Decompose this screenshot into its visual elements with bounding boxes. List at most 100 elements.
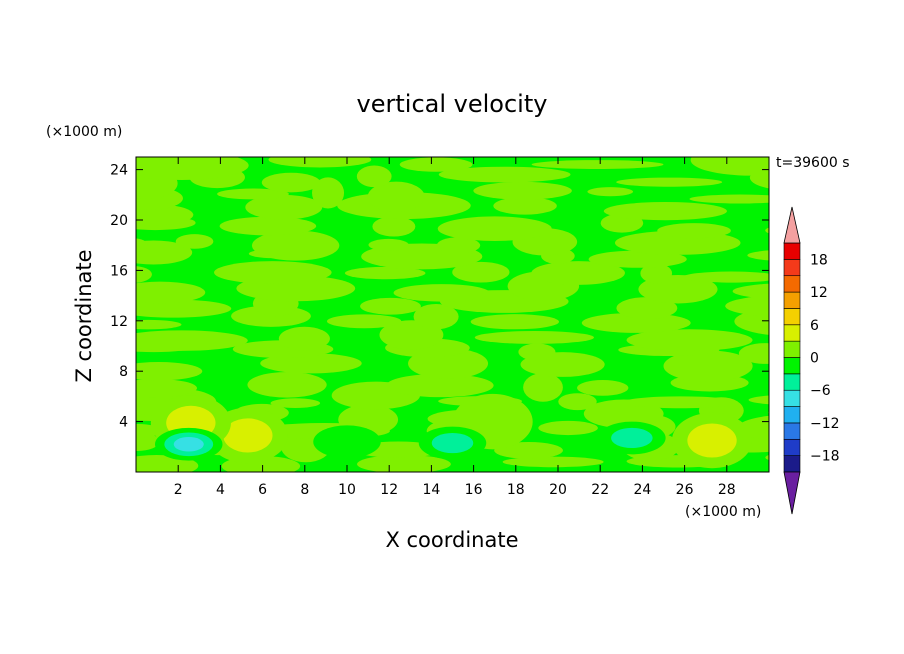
y-axis: 4 8 12 16 20 24 — [110, 163, 769, 431]
field-band — [326, 314, 402, 329]
field-band — [386, 373, 494, 398]
field-band — [278, 326, 330, 351]
field-band — [616, 177, 723, 187]
contour-field — [136, 157, 829, 472]
field-band — [438, 166, 571, 183]
colorbar-band — [783, 324, 801, 342]
y-tick-label: 16 — [110, 263, 128, 279]
x-tick-label: 10 — [338, 482, 356, 498]
feature-downdraft-4 — [173, 437, 204, 452]
colorbar-extend-min — [783, 471, 801, 515]
field-band — [502, 456, 604, 468]
x-tick-label: 16 — [465, 482, 483, 498]
colorbar-extend-max — [783, 206, 801, 244]
feature-updraft-1 — [223, 418, 273, 453]
field-band — [136, 240, 193, 265]
field-band — [779, 196, 829, 223]
colorbar-band — [783, 357, 801, 375]
field-band — [518, 343, 556, 361]
field-band — [136, 281, 206, 304]
colorbar-band — [783, 308, 801, 326]
feature-updraft-0 — [687, 423, 737, 458]
field-band — [616, 297, 678, 320]
field-band — [747, 250, 769, 261]
field-band — [399, 157, 473, 172]
x-tick-label: 24 — [633, 482, 651, 498]
field-band — [175, 234, 214, 249]
y-tick-label: 4 — [119, 415, 128, 431]
x-tick-label: 28 — [718, 482, 736, 498]
field-band — [765, 454, 769, 461]
field-band — [372, 216, 416, 237]
field-band — [452, 261, 510, 283]
colorbar-band — [783, 259, 801, 277]
x-axis: 2 4 6 8 10 12 14 16 18 20 22 24 26 28 — [174, 157, 736, 498]
x-tick-label: 18 — [507, 482, 525, 498]
y-tick-label: 20 — [110, 213, 128, 229]
colorbar-band — [783, 389, 801, 407]
field-band — [558, 393, 597, 411]
field-band — [136, 379, 197, 398]
field-band — [577, 380, 629, 396]
field-band — [626, 329, 753, 351]
feature-downdraft-5 — [611, 427, 653, 449]
field-band — [531, 160, 664, 169]
field-band — [622, 396, 738, 409]
field-band — [368, 238, 409, 252]
field-band — [603, 201, 727, 221]
field-band — [737, 415, 769, 441]
field-band — [588, 250, 687, 268]
field-band — [261, 172, 321, 193]
field-band — [748, 395, 769, 405]
field-band — [393, 284, 490, 302]
field-band — [214, 261, 332, 284]
colorbar-band — [783, 275, 801, 293]
field-band — [470, 314, 559, 330]
y-axis-label: Z coordinate — [72, 249, 96, 382]
y-tick-label: 8 — [119, 364, 128, 380]
feature-downdraft-6 — [431, 432, 474, 454]
colorbar-band — [783, 291, 801, 309]
y-tick-label: 24 — [110, 163, 128, 179]
colorbar-tick-label: 12 — [810, 285, 828, 301]
field-band — [136, 319, 182, 330]
field-band — [413, 303, 459, 330]
field-band — [473, 181, 572, 200]
colorbar-tick-label: 0 — [810, 351, 819, 367]
field-band — [725, 295, 769, 317]
field-band — [251, 230, 340, 261]
field-band — [136, 157, 249, 180]
x-tick-label: 4 — [216, 482, 225, 498]
field-band — [219, 216, 317, 236]
colorbar-band — [783, 438, 801, 456]
field-band — [245, 194, 323, 220]
field-band — [367, 181, 425, 212]
field-band — [357, 455, 451, 472]
field-band — [474, 331, 594, 344]
field-band — [136, 299, 232, 318]
field-band — [690, 157, 769, 176]
field-band — [538, 420, 598, 436]
field-band — [523, 372, 563, 402]
colorbar-tick-label: 6 — [810, 318, 819, 334]
field-band — [360, 297, 421, 315]
field-band — [657, 223, 731, 239]
x-axis-label: X coordinate — [385, 528, 518, 552]
field-band — [494, 442, 563, 459]
field-band — [531, 261, 625, 285]
chart-title: vertical velocity — [357, 90, 548, 118]
colorbar-band — [783, 422, 801, 440]
field-band — [270, 398, 321, 408]
x-unit-label: (×1000 m) — [685, 504, 761, 520]
field-band — [587, 187, 634, 197]
colorbar-tick-label: −12 — [810, 416, 840, 432]
x-tick-label: 6 — [258, 482, 267, 498]
field-band — [268, 157, 372, 168]
x-tick-label: 20 — [549, 482, 567, 498]
field-band — [356, 165, 392, 188]
colorbar-tick-label: 18 — [810, 252, 828, 268]
field-band — [732, 283, 769, 299]
x-tick-label: 2 — [174, 482, 183, 498]
colorbar-band — [783, 406, 801, 424]
field-band — [640, 263, 673, 284]
